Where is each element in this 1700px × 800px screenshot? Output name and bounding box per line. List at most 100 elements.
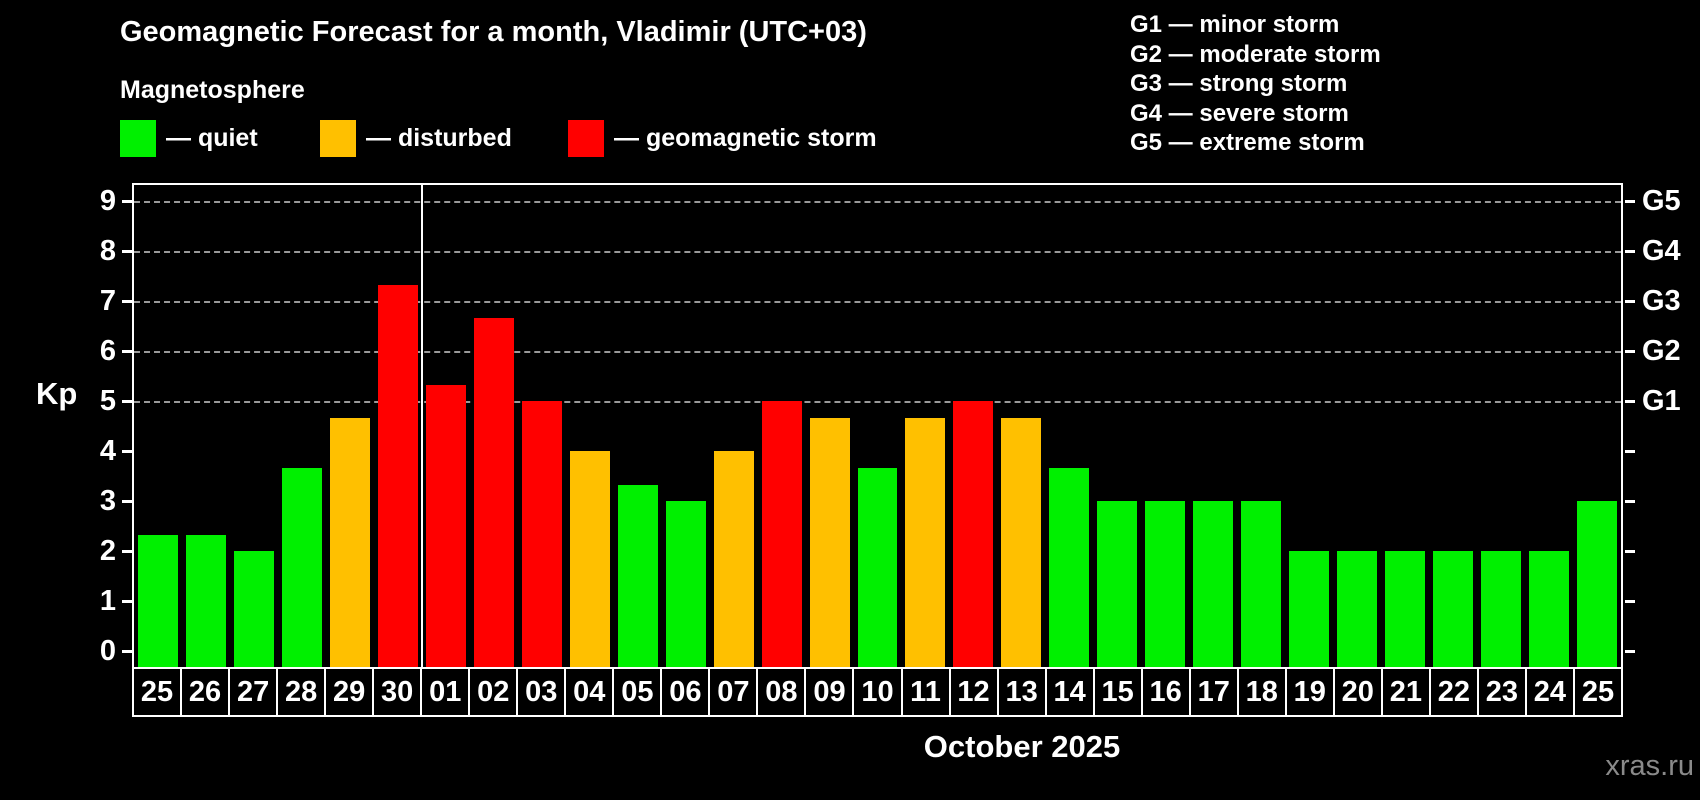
right-axis-label-G2: G2 [1642, 335, 1681, 367]
storm-scale-line-1: G1 — minor storm [1130, 11, 1340, 38]
y-tick-label-3: 3 [99, 485, 116, 517]
kp-bar-19 [1289, 551, 1330, 667]
date-box-18: 18 [1236, 669, 1285, 715]
date-box-16: 16 [1140, 669, 1189, 715]
legend-label-disturbed: — disturbed [366, 124, 512, 152]
date-box-23: 23 [1476, 669, 1525, 715]
storm-scale-line-3: G3 — strong storm [1130, 70, 1348, 97]
date-box-21: 21 [1380, 669, 1429, 715]
date-box-05: 05 [612, 669, 660, 715]
kp-bar-09 [809, 417, 850, 667]
kp-bar-08 [761, 401, 802, 667]
y-tick-mark-8 [122, 250, 132, 253]
kp-bar-20 [1337, 551, 1378, 667]
gridline-kp6 [134, 351, 1621, 353]
gridline-kp9 [134, 201, 1621, 203]
kp-bar-24 [1529, 551, 1570, 667]
kp-bar-21 [1385, 551, 1426, 667]
y-tick-label-2: 2 [99, 535, 116, 567]
kp-bar-07 [713, 451, 754, 667]
legend-item-quiet: — quiet [120, 120, 258, 157]
chart-subtitle: Magnetosphere [120, 76, 305, 104]
month-separator-line [420, 185, 423, 667]
right-tick-mark-1 [1625, 600, 1635, 603]
y-tick-label-8: 8 [99, 235, 116, 267]
kp-bar-13 [1001, 417, 1042, 667]
date-box-29: 29 [324, 669, 372, 715]
date-box-20: 20 [1332, 669, 1381, 715]
date-box-14: 14 [1044, 669, 1093, 715]
right-tick-mark-3 [1625, 500, 1635, 503]
date-box-01: 01 [420, 669, 468, 715]
date-box-24: 24 [1524, 669, 1573, 715]
date-box-02: 02 [468, 669, 516, 715]
y-tick-label-5: 5 [99, 385, 116, 417]
kp-bar-14 [1049, 467, 1090, 667]
gridline-kp7 [134, 301, 1621, 303]
gridline-kp8 [134, 251, 1621, 253]
y-tick-mark-6 [122, 350, 132, 353]
kp-bar-25 [138, 534, 178, 667]
date-box-15: 15 [1092, 669, 1141, 715]
legend-item-storm: — geomagnetic storm [568, 120, 877, 157]
right-tick-mark-7 [1625, 300, 1635, 303]
kp-bar-29 [329, 417, 370, 667]
storm-color-swatch [568, 120, 604, 157]
date-box-27: 27 [228, 669, 276, 715]
kp-bar-16 [1145, 501, 1186, 667]
y-tick-mark-4 [122, 450, 132, 453]
kp-bar-30 [377, 284, 418, 667]
kp-bar-10 [857, 467, 898, 667]
y-tick-label-4: 4 [99, 435, 116, 467]
watermark: xras.ru [1605, 750, 1694, 782]
storm-scale-line-4: G4 — severe storm [1130, 99, 1349, 127]
kp-bar-03 [521, 401, 562, 667]
date-box-07: 07 [708, 669, 756, 715]
date-box-11: 11 [900, 669, 949, 715]
right-axis-label-G3: G3 [1642, 285, 1681, 317]
quiet-color-swatch [120, 120, 156, 157]
kp-bar-06 [665, 501, 706, 667]
right-axis-label-G5: G5 [1642, 185, 1681, 217]
x-axis-label: October 2025 [923, 729, 1121, 764]
date-box-10: 10 [852, 669, 900, 715]
y-tick-label-1: 1 [99, 585, 116, 617]
date-box-08: 08 [756, 669, 804, 715]
y-tick-label-7: 7 [99, 285, 116, 317]
kp-bar-04 [569, 451, 610, 667]
disturbed-color-swatch [320, 120, 356, 157]
y-tick-mark-1 [122, 600, 132, 603]
right-tick-mark-6 [1625, 350, 1635, 353]
y-tick-mark-2 [122, 550, 132, 553]
y-tick-mark-0 [122, 650, 132, 653]
right-axis-label-G4: G4 [1642, 235, 1681, 267]
legend-label-quiet: — quiet [166, 124, 258, 152]
y-tick-mark-7 [122, 300, 132, 303]
storm-scale-line-5: G5 — extreme storm [1130, 129, 1365, 156]
right-axis-label-G1: G1 [1642, 385, 1681, 417]
kp-bar-chart [132, 183, 1623, 667]
y-tick-label-9: 9 [99, 185, 116, 217]
y-tick-mark-5 [122, 400, 132, 403]
legend-label-storm: — geomagnetic storm [614, 124, 877, 152]
date-box-03: 03 [516, 669, 564, 715]
date-box-09: 09 [804, 669, 852, 715]
date-box-26: 26 [180, 669, 228, 715]
right-tick-mark-8 [1625, 250, 1635, 253]
x-axis-date-boxes: 25 26 27 28 29 30 01 02 03 04 05 06 07 08 09 10 11 12 13 14… [132, 667, 1623, 717]
kp-bar-23 [1481, 551, 1522, 667]
y-tick-label-0: 0 [99, 635, 116, 667]
date-box-22: 22 [1428, 669, 1477, 715]
right-tick-mark-0 [1625, 650, 1635, 653]
date-box-30: 30 [372, 669, 420, 715]
kp-bar-25 [1577, 501, 1617, 667]
kp-bar-12 [953, 401, 994, 667]
kp-bar-26 [185, 534, 226, 667]
kp-bar-28 [281, 467, 322, 667]
y-axis-label: Kp [36, 376, 78, 411]
storm-scale-legend: G1 — minor storm G2 — moderate storm G3 — … [1130, 10, 1381, 158]
right-tick-mark-2 [1625, 550, 1635, 553]
kp-bar-15 [1097, 501, 1138, 667]
y-tick-mark-9 [122, 200, 132, 203]
